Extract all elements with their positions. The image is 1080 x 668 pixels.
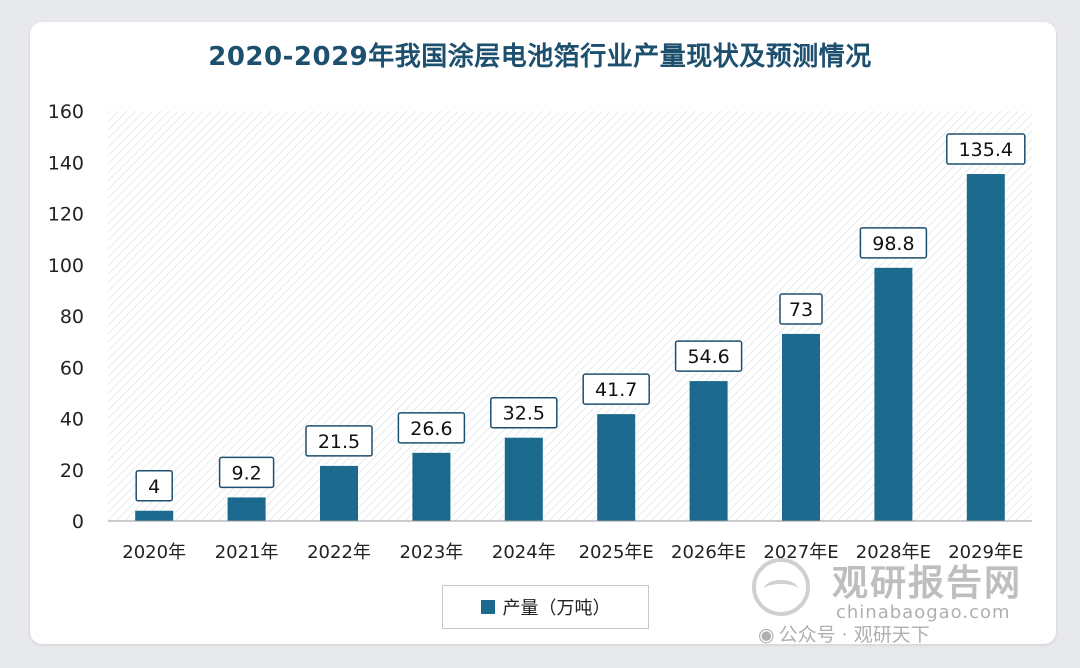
watermark-account-text: 公众号 · 观研天下 [778,624,930,646]
data-label-box [582,373,650,405]
y-tick-label: 160 [48,101,84,123]
data-label: 54.6 [687,346,729,368]
x-axis: 2020年 2021年 2022年 2023年 2024年 2025年E 2026年E 202… [108,520,1032,563]
y-tick-label: 0 [72,511,84,533]
bar [504,437,543,521]
data-label: 32.5 [503,403,545,425]
data-label-box [490,396,558,429]
watermark-logo-icon [752,558,810,616]
x-tick-label: 2027年E [763,542,838,563]
x-tick-label: 2021年 [215,542,279,563]
watermark-brand: 观研报告网 [832,563,1023,604]
data-label-box [779,293,823,325]
data-label: 4 [148,476,160,498]
bar [966,174,1005,521]
y-axis: 0 20 40 60 80 100 120 140 160 [48,101,84,533]
data-label-box [859,227,928,259]
bar [412,452,451,521]
bar [597,414,636,521]
legend-swatch [480,600,495,614]
y-tick-label: 120 [48,204,84,226]
y-tick-label: 80 [60,306,84,328]
x-tick-label: 2023年 [399,542,463,563]
y-tick-label: 140 [48,152,84,174]
x-tick-label: 2026年E [671,542,746,563]
data-label: 26.6 [410,418,452,440]
data-label-box [674,340,743,372]
bars-group [135,174,1005,521]
bar [227,497,266,521]
x-tick-label: 2020年 [122,542,186,563]
y-tick-label: 20 [60,460,84,482]
data-label: 21.5 [318,431,360,453]
y-tick-label: 100 [48,255,84,277]
wechat-icon: ◉ [758,624,775,646]
data-label: 98.8 [872,233,914,255]
data-labels-group: 4 9.2 21.5 26.6 32.5 41.7 54.6 73 98.8 135.4 [135,133,1026,502]
data-label-box [218,456,275,489]
y-tick-label: 40 [60,409,84,431]
bar [689,381,728,521]
x-tick-label: 2025年E [579,542,654,563]
watermark-domain: chinabaogao.com [836,602,1011,623]
bar [135,510,174,521]
watermark: 观研报告网 chinabaogao.com ◉ 公众号 · 观研天下 [740,552,1070,652]
x-tick-label: 2029年E [948,542,1023,563]
bar [782,333,820,521]
data-label: 41.7 [595,379,637,401]
x-tick-label: 2024年 [492,542,556,563]
bar [320,465,358,521]
data-label: 73 [789,299,813,321]
data-label-box [135,470,173,502]
data-label-box [946,133,1026,165]
legend: 产量（万吨） [442,585,649,629]
chart-title: 2020-2029年我国涂层电池箔行业产量现状及预测情况 [208,42,872,72]
bar [874,267,913,521]
data-label-box [397,412,466,444]
x-tick-label: 2028年E [856,542,931,563]
y-tick-label: 60 [60,357,84,379]
data-label: 135.4 [959,139,1013,161]
data-label-box [305,425,373,457]
watermark-account: ◉ 公众号 · 观研天下 [758,620,930,647]
legend-label: 产量（万吨） [502,598,611,619]
x-tick-label: 2022年 [307,542,371,563]
data-label: 9.2 [231,462,261,484]
